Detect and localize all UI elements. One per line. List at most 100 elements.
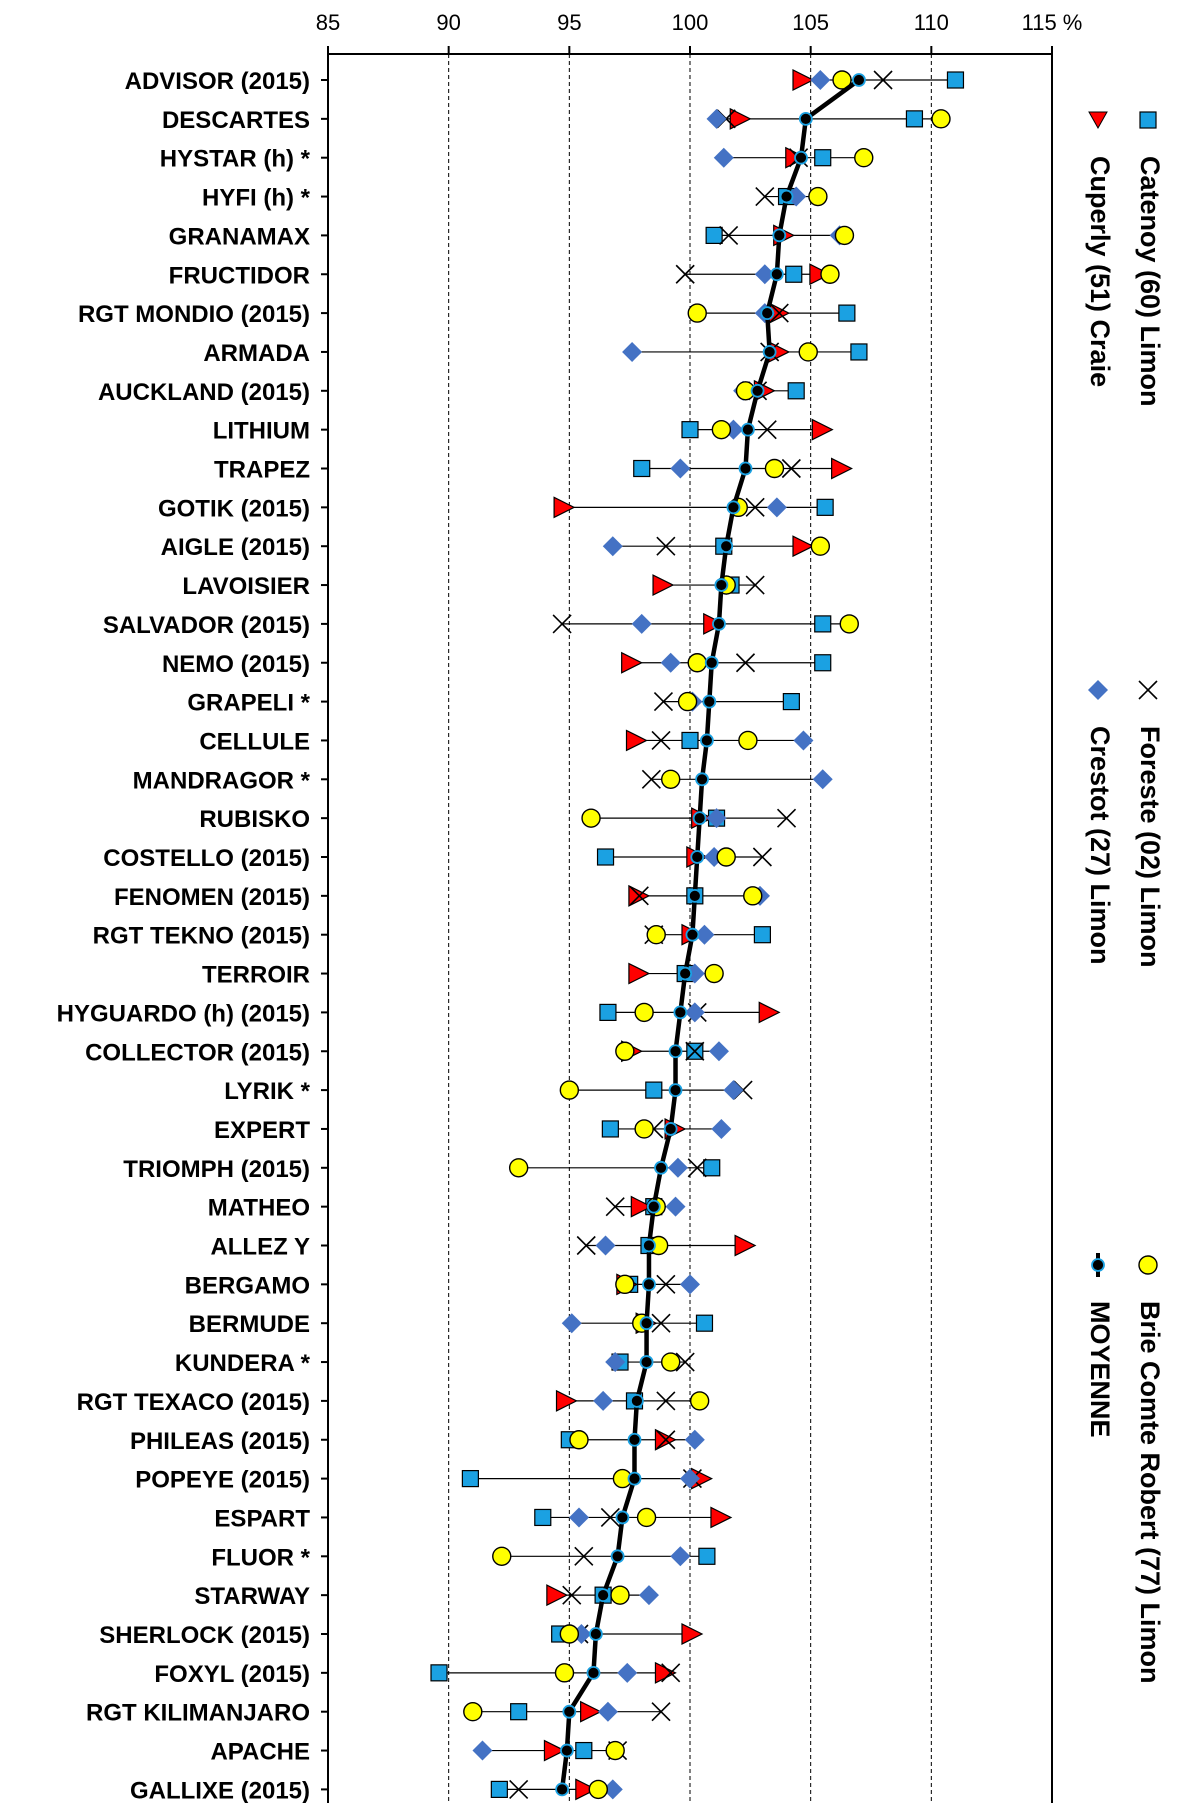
x-tick-label: 115 % bbox=[1022, 10, 1083, 35]
diamond-point bbox=[605, 1352, 626, 1373]
mean-point bbox=[738, 461, 753, 476]
cross-stroke bbox=[574, 1546, 594, 1566]
circle-point bbox=[832, 70, 852, 90]
legend-marker bbox=[1091, 1258, 1105, 1272]
circle-point bbox=[687, 653, 707, 673]
cross-stroke bbox=[675, 264, 695, 284]
category-label: FENOMEN (2015) bbox=[114, 884, 310, 911]
category-label: GOTIK (2015) bbox=[158, 495, 310, 522]
category-label: ESPART bbox=[214, 1505, 310, 1532]
cross-point bbox=[781, 458, 801, 479]
legend-item: MOYENNE bbox=[1085, 1253, 1115, 1438]
triangle-point bbox=[625, 729, 648, 752]
square-point bbox=[946, 71, 965, 89]
mean-point bbox=[668, 1083, 683, 1097]
cross-stroke bbox=[641, 769, 661, 789]
circle-point bbox=[610, 1585, 630, 1605]
diamond-point bbox=[711, 1118, 732, 1139]
cross-point bbox=[755, 186, 775, 207]
circle-point bbox=[508, 1158, 529, 1178]
triangle-point bbox=[621, 651, 644, 674]
mean-point bbox=[663, 1122, 678, 1136]
category-label: POPEYE (2015) bbox=[135, 1467, 310, 1494]
square-point bbox=[695, 1314, 714, 1332]
mean-series bbox=[555, 73, 866, 1797]
mean-point bbox=[692, 811, 707, 826]
cross-stroke bbox=[656, 1391, 676, 1411]
cross-stroke bbox=[745, 575, 765, 595]
circle-point bbox=[711, 419, 732, 440]
mean-point bbox=[760, 306, 775, 321]
cross-stroke bbox=[661, 1663, 681, 1683]
category-label: RGT MONDIO (2015) bbox=[78, 301, 310, 328]
diamond-point bbox=[617, 1662, 638, 1683]
category-label: FRUCTIDOR bbox=[169, 262, 310, 289]
circle-point bbox=[854, 147, 874, 168]
cross-stroke bbox=[600, 1507, 620, 1528]
mean-point bbox=[762, 345, 777, 359]
diamond-point bbox=[602, 1779, 623, 1800]
triangle-point bbox=[809, 263, 832, 286]
x-tick-label: 110 bbox=[914, 10, 949, 35]
diamond-point bbox=[568, 1507, 589, 1528]
cross-point bbox=[656, 1430, 676, 1450]
triangle-point bbox=[792, 69, 815, 91]
square-point bbox=[814, 149, 832, 167]
series-markers bbox=[430, 69, 965, 1801]
category-label: ARMADA bbox=[203, 340, 310, 367]
mean-point bbox=[639, 1316, 654, 1331]
diamond-point bbox=[684, 1002, 705, 1023]
diamond-point bbox=[660, 652, 681, 673]
cross-stroke bbox=[605, 1197, 625, 1217]
category-label: TRAPEZ bbox=[214, 457, 310, 484]
cross-stroke bbox=[576, 1235, 596, 1256]
legend-marker bbox=[1088, 111, 1108, 130]
mean-point bbox=[630, 1394, 644, 1408]
legend-item: Crestot (27) Limon bbox=[1085, 680, 1115, 965]
mean-point bbox=[769, 267, 784, 282]
triangle-point bbox=[652, 574, 675, 597]
square-point bbox=[816, 498, 834, 516]
mean-point bbox=[704, 655, 719, 670]
cross-stroke bbox=[651, 1313, 671, 1333]
circle-point bbox=[634, 1119, 654, 1139]
cross-point bbox=[675, 1352, 695, 1372]
cross-stroke bbox=[781, 458, 801, 479]
category-labels: ADVISOR (2015) DESCARTES HYSTAR (h) * HYFI … bbox=[57, 68, 328, 1803]
category-label: TRIOMPH (2015) bbox=[123, 1156, 310, 1183]
diamond-point bbox=[472, 1740, 493, 1761]
category-label: DESCARTES bbox=[162, 107, 310, 134]
diamond-point bbox=[684, 1429, 705, 1450]
square-point bbox=[705, 226, 723, 244]
mean-point bbox=[726, 500, 741, 515]
mean-point bbox=[654, 1160, 668, 1175]
circle-point bbox=[743, 886, 763, 906]
cross-stroke bbox=[757, 420, 777, 440]
category-label: RGT TEKNO (2015) bbox=[93, 923, 310, 950]
diamond-point bbox=[754, 264, 775, 285]
cross-stroke bbox=[653, 692, 674, 712]
cross-point bbox=[656, 1274, 676, 1294]
mean-point bbox=[719, 539, 734, 554]
category-label: NEMO (2015) bbox=[162, 651, 310, 678]
category-label: ALLEZ Y bbox=[210, 1234, 310, 1261]
category-label: HYGUARDO (h) (2015) bbox=[57, 1000, 310, 1027]
x-tick-label: 100 bbox=[672, 10, 709, 35]
circle-point bbox=[687, 303, 707, 323]
category-label: KUNDERA * bbox=[175, 1350, 311, 1377]
triangle-point bbox=[811, 418, 834, 441]
circle-point bbox=[615, 1041, 635, 1061]
square-point bbox=[681, 421, 699, 439]
mean-point bbox=[668, 1044, 683, 1059]
mean-point bbox=[690, 850, 705, 864]
triangle-point bbox=[831, 457, 853, 480]
mean-point bbox=[685, 927, 700, 942]
cross-point bbox=[629, 886, 649, 906]
cross-stroke bbox=[656, 1274, 676, 1294]
triangle-point bbox=[543, 1739, 566, 1762]
diamond-point bbox=[766, 497, 787, 518]
triangle-point bbox=[710, 1506, 733, 1529]
triangle-point bbox=[681, 1623, 704, 1645]
category-label: COLLECTOR (2015) bbox=[85, 1039, 310, 1066]
cross-stroke bbox=[629, 886, 649, 906]
